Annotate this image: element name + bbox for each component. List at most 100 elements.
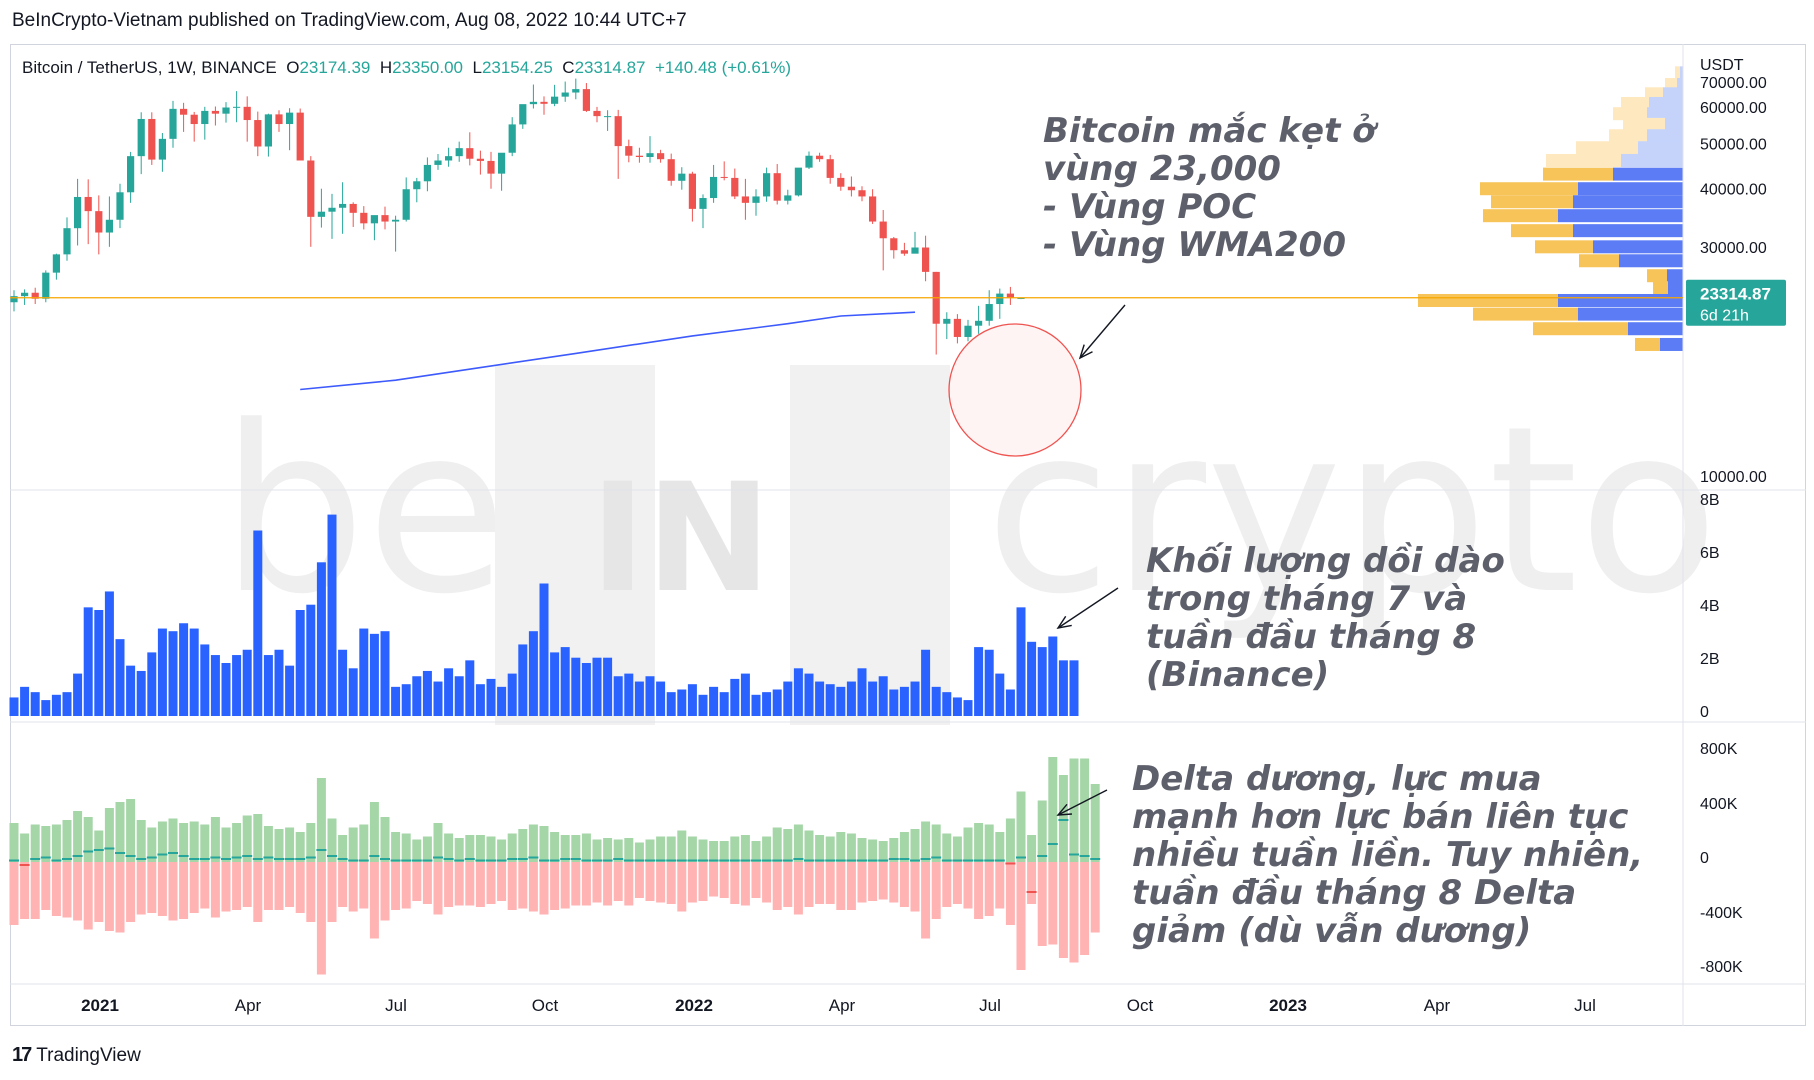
volume-tick-label: 4B	[1700, 598, 1720, 615]
delta-bar-positive	[1016, 791, 1026, 862]
volume-bar	[507, 673, 517, 716]
candle-body	[349, 203, 357, 213]
delta-bar-negative	[274, 862, 284, 910]
volume-annotation-arrow-head	[1056, 615, 1072, 629]
delta-bar-negative	[571, 862, 581, 906]
volume-bar	[1069, 660, 1079, 716]
vp-bin-down	[1491, 195, 1573, 209]
volume-bar	[20, 686, 30, 716]
price-axis-currency: USDT	[1700, 57, 1744, 74]
delta-bar-positive	[995, 832, 1005, 862]
delta-annotation-arrow	[1057, 789, 1108, 816]
delta-bar-negative	[359, 862, 369, 909]
volume-bar	[306, 604, 316, 716]
candle-body	[646, 153, 654, 158]
candle-body	[360, 212, 368, 224]
price-tick-label: 40000.00	[1700, 182, 1767, 199]
publisher-header: BeInCrypto-Vietnam published on TradingV…	[12, 10, 687, 31]
delta-bar-positive	[1090, 784, 1100, 862]
volume-bar	[1048, 636, 1058, 716]
volume-bar	[677, 689, 687, 716]
vp-bin-down	[1546, 153, 1621, 167]
delta-bar-negative	[104, 862, 114, 931]
delta-bar-positive	[974, 823, 984, 862]
delta-bar-negative	[762, 862, 772, 903]
volume-bar	[942, 692, 952, 716]
candle-body	[381, 215, 389, 222]
delta-bar-positive	[687, 836, 697, 862]
vp-bin-up	[1665, 117, 1683, 131]
delta-bar-negative	[719, 862, 729, 898]
delta-bar-negative	[30, 862, 40, 919]
delta-bar-negative	[666, 862, 676, 904]
volume-bar	[762, 692, 772, 716]
volume-bar	[179, 623, 189, 716]
volume-bar	[380, 631, 390, 716]
footer-brand[interactable]: TradingView	[36, 1044, 141, 1066]
volume-bar	[772, 689, 782, 716]
vp-bin-up	[1647, 129, 1683, 143]
wma200-path	[300, 311, 916, 391]
delta-bar-positive	[327, 818, 337, 862]
candle-body	[84, 196, 92, 212]
volume-bar	[369, 633, 379, 716]
vp-bin-up	[1613, 167, 1683, 181]
volume-bar	[412, 676, 422, 716]
volume-bar	[539, 583, 549, 716]
delta-bar-negative	[581, 862, 591, 906]
delta-bar-positive	[73, 811, 83, 862]
delta-bar-negative	[677, 862, 687, 912]
tradingview-logo-icon[interactable]: 17	[12, 1044, 32, 1066]
volume-bar	[465, 660, 475, 716]
price-tick-label: 10000.00	[1700, 469, 1767, 486]
candle-body	[476, 158, 484, 161]
delta-bar-negative	[338, 862, 348, 907]
delta-bar-positive	[465, 835, 475, 862]
delta-bar-negative	[995, 862, 1005, 909]
delta-bar-positive	[433, 823, 443, 862]
delta-bar-negative	[306, 862, 316, 922]
delta-bar-positive	[550, 832, 560, 862]
vp-bin-up	[1649, 96, 1683, 110]
candle-body	[21, 292, 29, 297]
delta-bar-negative	[793, 862, 803, 915]
candle-body	[42, 272, 50, 299]
delta-bar-positive	[136, 820, 146, 862]
volume-bar	[285, 665, 295, 716]
vp-bin-up	[1667, 269, 1683, 283]
low-label: L	[472, 58, 482, 77]
delta-bar-negative	[740, 862, 750, 906]
delta-bar-positive	[83, 817, 93, 862]
volume-bar	[899, 686, 909, 716]
delta-bar-negative	[656, 862, 666, 903]
volume-bar	[433, 681, 443, 716]
delta-bar-positive	[952, 836, 962, 862]
vp-bin-down	[1473, 307, 1578, 321]
candle-body	[784, 195, 792, 201]
candle-body	[116, 192, 124, 220]
volume-bar	[486, 678, 496, 716]
delta-bar-positive	[401, 833, 411, 862]
volume-bar	[698, 694, 708, 716]
candle-body	[498, 152, 506, 174]
delta-bar-negative	[221, 862, 231, 912]
vp-bin-down	[1647, 269, 1667, 283]
volume-tick-label: 0	[1700, 704, 1709, 721]
volume-bar	[30, 692, 40, 716]
volume-bar	[295, 610, 305, 716]
volume-bar	[783, 681, 793, 716]
candle-body	[148, 118, 156, 160]
candle-body	[254, 120, 262, 147]
volume-bar	[952, 697, 962, 716]
delta-bar-negative	[931, 862, 941, 919]
volume-bar	[687, 684, 697, 716]
vp-bin-up	[1593, 240, 1683, 254]
delta-bar-positive	[868, 839, 878, 862]
delta-bar-positive	[210, 817, 220, 862]
vp-bin-up	[1621, 153, 1683, 167]
volume-bar	[603, 657, 613, 716]
delta-bar-positive	[306, 823, 316, 862]
delta-bar-negative	[20, 862, 30, 919]
candle-body	[688, 173, 696, 209]
